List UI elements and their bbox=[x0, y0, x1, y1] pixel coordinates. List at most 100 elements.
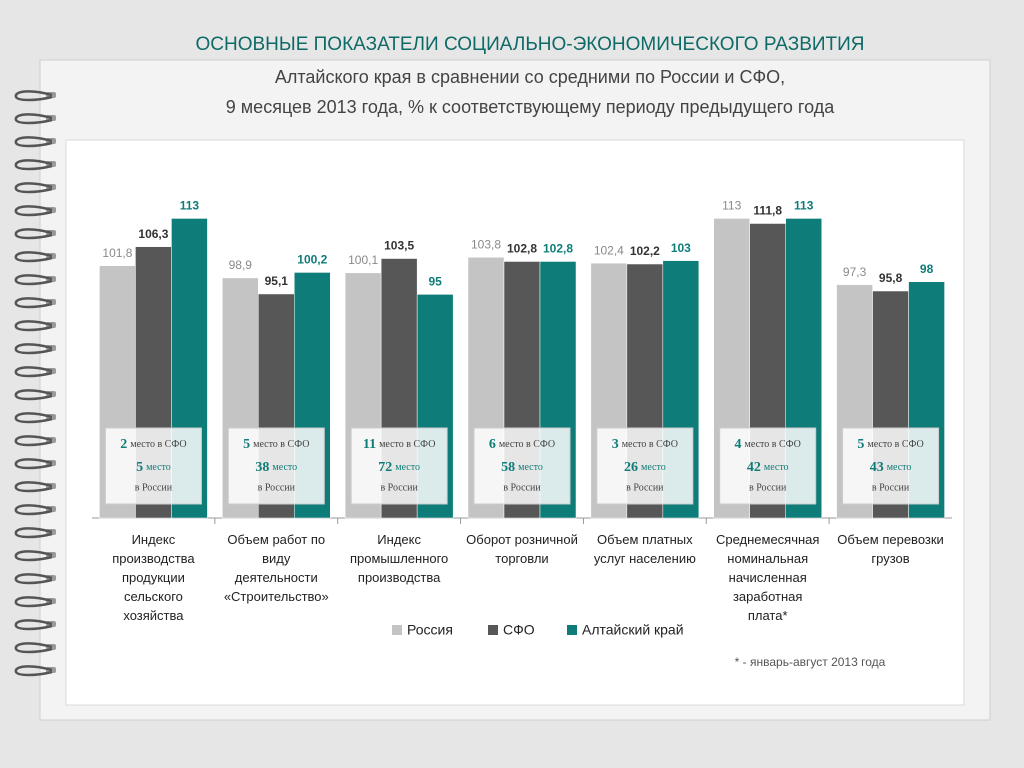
legend-label: Россия bbox=[407, 622, 453, 638]
value-label: 97,3 bbox=[843, 265, 867, 279]
rank-text: в России bbox=[135, 482, 173, 493]
chart-subtitle: Алтайского края в сравнении со средними … bbox=[275, 67, 785, 87]
spiral-ring bbox=[14, 481, 53, 493]
rank-number: 11 bbox=[363, 437, 376, 452]
spiral-ring bbox=[14, 251, 53, 263]
rank-sfo: 11 место в СФО bbox=[363, 437, 436, 452]
spiral-ring bbox=[14, 136, 53, 148]
rank-sfo: 3 место в СФО bbox=[612, 437, 678, 452]
rank-text: место bbox=[518, 462, 543, 473]
rank-text: место в СФО bbox=[379, 439, 435, 450]
spiral-ring bbox=[14, 619, 53, 631]
rank-sfo: 4 место в СФО bbox=[735, 437, 801, 452]
x-tick-label: Объем работ по виду деятельности «Строит… bbox=[223, 532, 329, 604]
value-label: 113 bbox=[180, 199, 200, 213]
spiral-ring bbox=[14, 228, 53, 240]
rank-number: 6 bbox=[489, 437, 496, 452]
spiral-ring bbox=[14, 573, 53, 585]
rank-number: 4 bbox=[735, 437, 742, 452]
spiral-ring bbox=[14, 320, 53, 332]
rank-text: в России bbox=[258, 482, 296, 493]
value-label: 100,2 bbox=[297, 253, 327, 267]
value-label: 95,8 bbox=[879, 271, 903, 285]
rank-box bbox=[104, 427, 202, 505]
rank-russia: 58 место bbox=[501, 460, 543, 475]
rank-box bbox=[842, 427, 940, 505]
rank-russia: 5 место bbox=[136, 460, 171, 475]
rank-number: 26 bbox=[624, 460, 638, 475]
legend-swatch bbox=[392, 625, 402, 635]
rank-sfo: 5 место в СФО bbox=[857, 437, 923, 452]
rank-text: место bbox=[641, 462, 666, 473]
rank-text: в России bbox=[626, 482, 664, 493]
rank-russia: 42 место bbox=[747, 460, 789, 475]
value-label: 102,4 bbox=[594, 243, 624, 257]
rank-box bbox=[473, 427, 571, 505]
rank-text: место в СФО bbox=[745, 439, 801, 450]
x-tick-label: Индекс производства продукции сельского … bbox=[112, 532, 195, 623]
rank-text: место в СФО bbox=[130, 439, 186, 450]
spiral-ring bbox=[14, 343, 53, 355]
rank-number: 72 bbox=[378, 460, 392, 475]
spiral-ring bbox=[14, 366, 53, 378]
rank-russia: 38 место bbox=[255, 460, 297, 475]
rank-box bbox=[227, 427, 325, 505]
rank-number: 2 bbox=[120, 437, 127, 452]
rank-number: 38 bbox=[255, 460, 269, 475]
rank-russia: 26 место bbox=[624, 460, 666, 475]
spiral-ring bbox=[14, 159, 53, 171]
value-label: 98,9 bbox=[229, 258, 253, 272]
value-label: 102,8 bbox=[507, 242, 537, 256]
spiral-ring bbox=[14, 527, 53, 539]
value-label: 113 bbox=[794, 199, 814, 213]
spiral-ring bbox=[14, 665, 53, 677]
rank-sfo: 2 место в СФО bbox=[120, 437, 186, 452]
rank-number: 5 bbox=[857, 437, 864, 452]
rank-sfo: 6 место в СФО bbox=[489, 437, 555, 452]
rank-russia: 43 место bbox=[870, 460, 912, 475]
value-label: 102,2 bbox=[630, 244, 660, 258]
value-label: 101,8 bbox=[102, 246, 132, 260]
rank-russia: 72 место bbox=[378, 460, 420, 475]
rank-box bbox=[350, 427, 448, 505]
chart-subtitle: 9 месяцев 2013 года, % к соответствующем… bbox=[226, 97, 835, 117]
rank-number: 5 bbox=[243, 437, 250, 452]
value-label: 106,3 bbox=[138, 227, 168, 241]
spiral-ring bbox=[14, 113, 53, 125]
value-label: 113 bbox=[722, 199, 741, 213]
x-tick-label: Объем перевозки грузов bbox=[837, 532, 944, 566]
chart-title: ОСНОВНЫЕ ПОКАЗАТЕЛИ СОЦИАЛЬНО-ЭКОНОМИЧЕС… bbox=[195, 34, 864, 55]
value-label: 95,1 bbox=[265, 274, 289, 288]
rank-text: в России bbox=[872, 482, 910, 493]
spiral-ring bbox=[14, 435, 53, 447]
value-label: 95 bbox=[428, 275, 442, 289]
legend-label: Алтайский край bbox=[582, 622, 684, 638]
legend-swatch bbox=[567, 625, 577, 635]
spiral-ring bbox=[14, 550, 53, 562]
value-label: 103,5 bbox=[384, 239, 414, 253]
x-tick-label: Объем платных услуг населению bbox=[593, 532, 696, 566]
spiral-ring bbox=[14, 596, 53, 608]
spiral-ring bbox=[14, 458, 53, 470]
rank-text: место bbox=[146, 462, 171, 473]
spiral-ring bbox=[14, 412, 53, 424]
rank-number: 43 bbox=[870, 460, 884, 475]
spiral-ring bbox=[14, 642, 53, 654]
legend-swatch bbox=[488, 625, 498, 635]
rank-text: место bbox=[887, 462, 912, 473]
x-tick-label: Среднемесячная номинальная начисленная з… bbox=[715, 532, 820, 623]
spiral-ring bbox=[14, 504, 53, 516]
spiral-ring bbox=[14, 297, 53, 309]
value-label: 103 bbox=[671, 241, 691, 255]
spiral-ring bbox=[14, 389, 53, 401]
rank-text: место bbox=[395, 462, 420, 473]
x-tick-label: Индекс промышленного производства bbox=[349, 532, 449, 585]
rank-text: место bbox=[272, 462, 297, 473]
rank-number: 5 bbox=[136, 460, 143, 475]
rank-text: место в СФО bbox=[867, 439, 923, 450]
rank-text: место в СФО bbox=[253, 439, 309, 450]
value-label: 111,8 bbox=[753, 204, 782, 218]
value-label: 103,8 bbox=[471, 237, 501, 251]
